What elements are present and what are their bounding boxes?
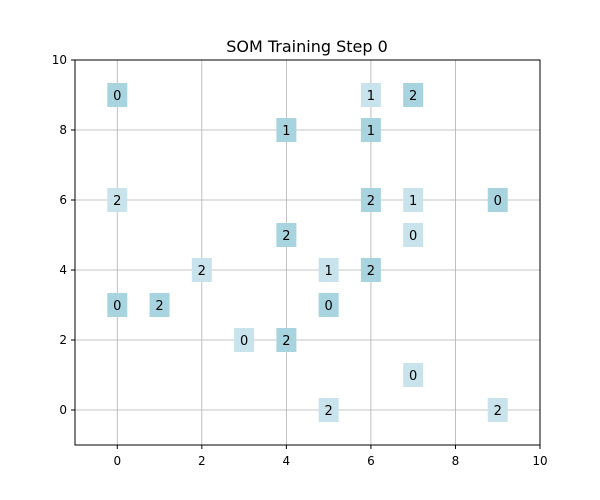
data-point-label: 0: [324, 299, 332, 314]
data-point-box: [487, 188, 508, 212]
data-point: 1: [318, 258, 339, 282]
data-point-label: 2: [494, 404, 502, 419]
data-point-label: 0: [494, 194, 502, 209]
y-tick-label: 4: [59, 263, 67, 277]
x-tick-label: 8: [452, 454, 460, 468]
data-point: 2: [191, 258, 212, 282]
data-point: 0: [107, 293, 128, 317]
data-point-box: [276, 223, 297, 247]
data-point-box: [149, 293, 170, 317]
data-point: 0: [234, 328, 255, 352]
data-point: 0: [318, 293, 339, 317]
x-tick-label: 10: [532, 454, 547, 468]
y-tick-label: 0: [59, 403, 67, 417]
y-tick-label: 8: [59, 123, 67, 137]
data-point: 1: [403, 188, 424, 212]
data-point: 2: [107, 188, 128, 212]
data-point: 1: [360, 118, 381, 142]
data-point-box: [403, 83, 424, 107]
data-point-label: 2: [282, 229, 290, 244]
data-point-label: 2: [409, 89, 417, 104]
data-point-box: [360, 83, 381, 107]
data-point-label: 1: [367, 89, 375, 104]
grid-lines: [75, 59, 541, 445]
data-point-box: [107, 188, 128, 212]
data-point-box: [318, 398, 339, 422]
x-tick-label: 0: [113, 454, 121, 468]
data-point-box: [360, 118, 381, 142]
data-point: 0: [403, 223, 424, 247]
data-point-label: 2: [367, 194, 375, 209]
data-point-label: 0: [240, 334, 248, 349]
data-point: 2: [149, 293, 170, 317]
data-point-label: 2: [113, 194, 121, 209]
data-point-box: [403, 188, 424, 212]
data-point: 0: [487, 188, 508, 212]
data-point: 2: [360, 188, 381, 212]
data-point-box: [318, 258, 339, 282]
data-point-label: 2: [198, 264, 206, 279]
x-tick-label: 4: [283, 454, 291, 468]
y-tick-label: 10: [52, 53, 67, 67]
data-point: 1: [360, 83, 381, 107]
data-point-label: 0: [113, 89, 121, 104]
data-point-label: 2: [282, 334, 290, 349]
data-point-box: [276, 118, 297, 142]
y-tick-label: 2: [59, 333, 67, 347]
data-point-label: 1: [367, 124, 375, 139]
data-points: 0 1 2 1 1 2 2 1 0 2 0 2 1 2 0 2 0 0 2 0 2 2: [107, 83, 508, 422]
x-tick-label: 2: [198, 454, 206, 468]
data-point-label: 2: [324, 404, 332, 419]
data-point: 0: [107, 83, 128, 107]
data-point-box: [318, 293, 339, 317]
data-point-label: 0: [113, 299, 121, 314]
data-point: 2: [276, 328, 297, 352]
chart-title: SOM Training Step 0: [226, 37, 388, 56]
data-point: 2: [487, 398, 508, 422]
data-point: 1: [276, 118, 297, 142]
x-tick-label: 6: [367, 454, 375, 468]
plot-area-frame: [74, 59, 541, 446]
data-point-box: [360, 258, 381, 282]
data-point: 2: [318, 398, 339, 422]
data-point: 0: [403, 363, 424, 387]
data-point-box: [234, 328, 255, 352]
data-point-box: [403, 223, 424, 247]
y-tick-label: 6: [59, 193, 67, 207]
data-point-box: [360, 188, 381, 212]
data-point-label: 1: [409, 194, 417, 209]
data-point-label: 0: [409, 369, 417, 384]
data-point-box: [107, 83, 128, 107]
data-point-label: 0: [409, 229, 417, 244]
data-point-box: [276, 328, 297, 352]
data-point: 2: [360, 258, 381, 282]
data-point-label: 1: [324, 264, 332, 279]
data-point-box: [487, 398, 508, 422]
data-point: 2: [403, 83, 424, 107]
data-point-label: 2: [367, 264, 375, 279]
data-point-label: 2: [155, 299, 163, 314]
data-point-box: [403, 363, 424, 387]
data-point-box: [191, 258, 212, 282]
data-point-box: [107, 293, 128, 317]
data-point-label: 1: [282, 124, 290, 139]
data-point: 2: [276, 223, 297, 247]
